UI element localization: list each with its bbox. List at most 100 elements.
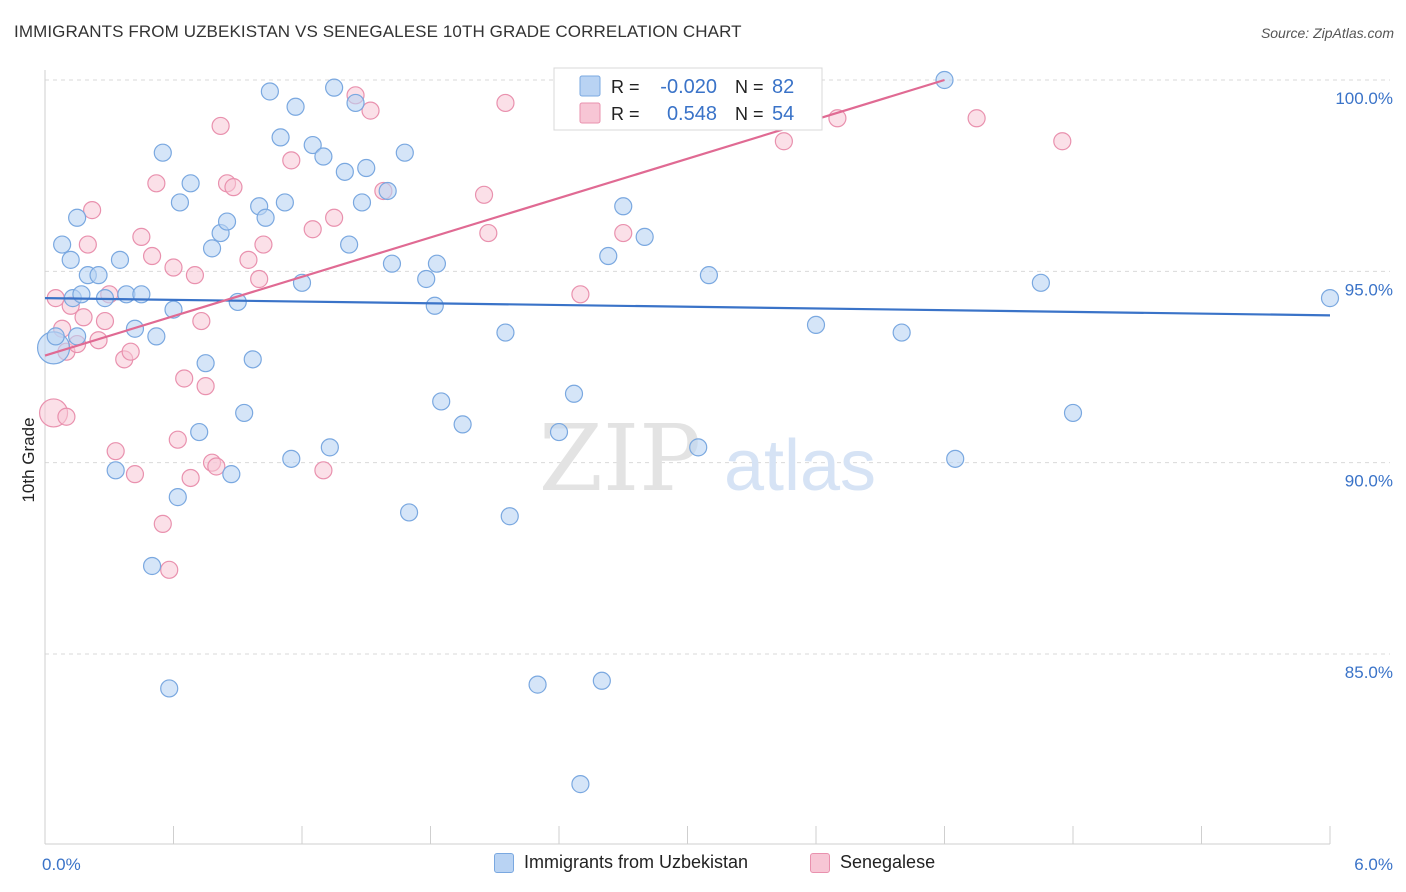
legend-n-value-2: 54 (772, 103, 794, 125)
point-uzbekistan (243, 350, 262, 369)
point-senegalese (967, 109, 986, 128)
point-senegalese (168, 430, 187, 449)
point-senegalese (303, 220, 322, 239)
point-senegalese (1053, 132, 1072, 151)
point-uzbekistan (142, 556, 162, 576)
point-uzbekistan (72, 285, 91, 304)
point-senegalese (239, 250, 258, 269)
legend-swatch-blue (494, 852, 514, 873)
legend-n-label-1: N = (735, 77, 764, 97)
point-senegalese (282, 151, 301, 170)
point-senegalese (142, 246, 162, 266)
point-senegalese (160, 560, 179, 579)
point-uzbekistan (160, 679, 179, 698)
legend-r-label-2: R = (611, 104, 640, 124)
point-uzbekistan (181, 174, 200, 193)
point-uzbekistan (68, 327, 87, 346)
point-uzbekistan (1031, 273, 1050, 292)
point-uzbekistan (378, 181, 397, 201)
point-senegalese (175, 369, 194, 388)
point-senegalese (83, 201, 102, 220)
y-tick-labels: 85.0% 90.0% 95.0% 100.0% (1335, 89, 1393, 682)
point-uzbekistan (61, 250, 80, 269)
point-senegalese (774, 132, 793, 151)
point-uzbekistan (68, 208, 87, 227)
axes (44, 70, 1331, 845)
point-senegalese (153, 514, 172, 533)
point-uzbekistan (168, 488, 187, 507)
point-uzbekistan (196, 354, 215, 373)
y-axis-label: 10th Grade (19, 417, 38, 502)
point-senegalese (121, 342, 140, 361)
point-senegalese (211, 116, 230, 136)
point-uzbekistan (1063, 403, 1083, 423)
point-uzbekistan (496, 323, 515, 342)
point-uzbekistan (357, 158, 376, 178)
legend-label-uzbekistan: Immigrants from Uzbekistan (524, 852, 749, 872)
point-uzbekistan (571, 775, 590, 794)
source-label: Source: ZipAtlas.com (1260, 25, 1394, 41)
legend-item-senegalese[interactable]: Senegalese (810, 852, 935, 873)
point-uzbekistan (106, 461, 125, 480)
legend-item-uzbekistan[interactable]: Immigrants from Uzbekistan (494, 852, 748, 873)
point-senegalese (254, 235, 273, 254)
point-uzbekistan (635, 227, 654, 246)
point-uzbekistan (260, 82, 279, 101)
point-uzbekistan (286, 97, 305, 116)
point-uzbekistan (222, 465, 241, 484)
point-uzbekistan (352, 193, 372, 212)
legend-label-senegalese: Senegalese (840, 852, 936, 872)
point-uzbekistan (549, 422, 569, 442)
point-uzbekistan (382, 254, 402, 273)
point-uzbekistan (170, 193, 190, 212)
point-uzbekistan (153, 143, 172, 162)
chart-title: IMMIGRANTS FROM UZBEKISTAN VS SENEGALESE… (14, 22, 742, 41)
y-tick-label: 85.0% (1345, 663, 1393, 682)
point-uzbekistan (190, 422, 209, 442)
legend-n-label-2: N = (735, 104, 764, 124)
point-uzbekistan (89, 266, 108, 285)
point-uzbekistan (320, 438, 339, 457)
point-senegalese (614, 223, 633, 243)
point-senegalese (571, 285, 590, 304)
legend-r-value-1: -0.020 (660, 76, 717, 98)
point-senegalese (196, 377, 215, 396)
legend-r-value-2: 0.548 (667, 103, 717, 125)
x-tick-label: 6.0% (1354, 855, 1393, 874)
point-uzbekistan (892, 323, 911, 342)
point-senegalese (106, 442, 125, 461)
point-uzbekistan (689, 438, 708, 457)
point-senegalese (207, 457, 226, 476)
point-senegalese (74, 308, 93, 327)
legend-swatch-uzbekistan (579, 75, 601, 97)
point-uzbekistan (314, 147, 333, 166)
point-uzbekistan (427, 254, 447, 273)
legend-swatch-pink (810, 852, 830, 873)
point-uzbekistan (453, 415, 472, 434)
point-senegalese (164, 258, 183, 277)
point-senegalese (192, 311, 211, 331)
point-uzbekistan (806, 315, 826, 335)
point-uzbekistan (425, 296, 444, 315)
point-senegalese (147, 174, 166, 193)
legend-r-label-1: R = (611, 77, 640, 97)
point-uzbekistan (1320, 289, 1340, 308)
point-uzbekistan (46, 327, 65, 346)
point-senegalese (496, 93, 515, 113)
point-senegalese (250, 269, 269, 289)
trend-line-uzbekistan (44, 297, 1331, 317)
point-senegalese (314, 461, 333, 480)
y-tick-label: 100.0% (1335, 89, 1393, 108)
point-uzbekistan (614, 197, 633, 216)
point-uzbekistan (256, 208, 275, 227)
point-uzbekistan (592, 671, 611, 690)
point-uzbekistan (395, 143, 414, 162)
legend-n-value-1: 82 (772, 76, 794, 98)
point-uzbekistan (202, 239, 222, 258)
point-uzbekistan (500, 507, 519, 526)
watermark-atlas: atlas (724, 426, 876, 506)
point-uzbekistan (53, 235, 72, 254)
correlation-legend: R = -0.020 N = 82 R = 0.548 N = 54 (553, 67, 823, 131)
series-legend: Immigrants from Uzbekistan Senegalese (0, 852, 1406, 878)
